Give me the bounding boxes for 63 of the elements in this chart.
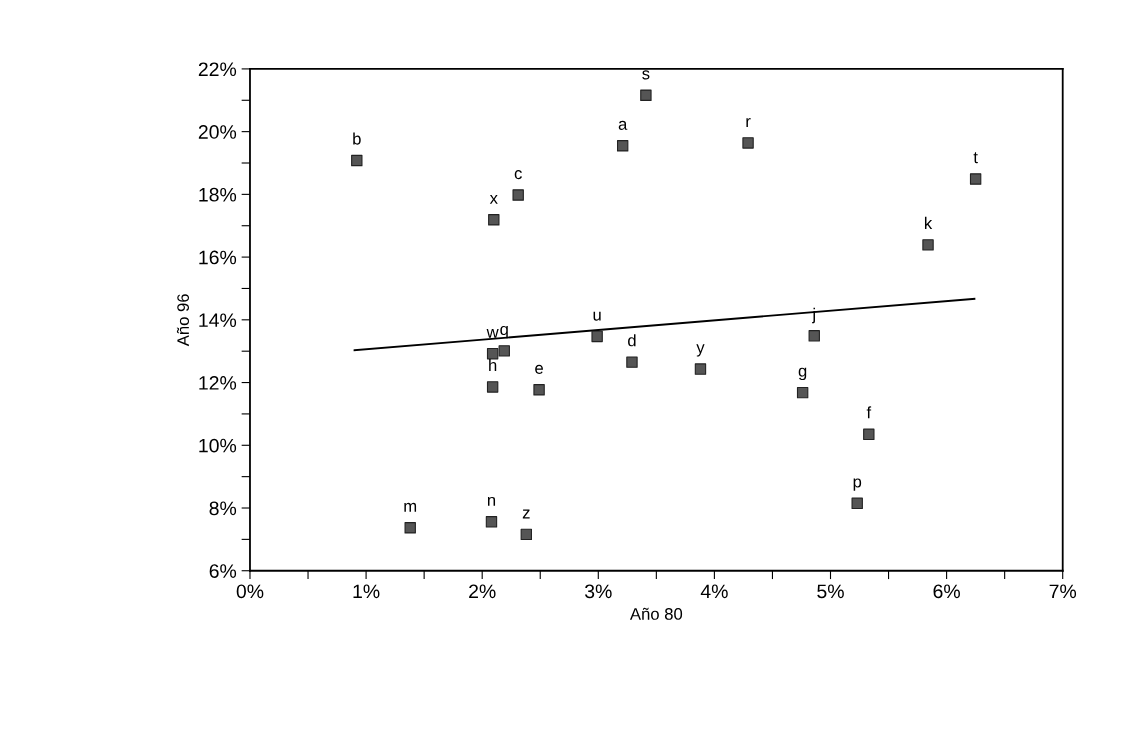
annotation: e — [535, 364, 543, 374]
y-tick-label: 20% — [198, 125, 237, 139]
point — [498, 345, 510, 357]
annotation: y — [696, 344, 705, 357]
point — [694, 363, 707, 375]
point — [626, 356, 638, 368]
annotation: c — [514, 170, 522, 180]
annotation: f — [866, 406, 872, 419]
annotation: p — [853, 478, 862, 491]
annotation: w — [486, 328, 499, 338]
point — [863, 428, 875, 441]
annotation: u — [593, 311, 601, 321]
point — [488, 214, 500, 226]
point — [486, 347, 499, 360]
y-tick-label: 10% — [199, 438, 237, 453]
x-tick-label: 1% — [353, 584, 380, 599]
y-tick-label: 8% — [209, 501, 237, 516]
x-tick-label: 6% — [933, 584, 960, 599]
y-axis-title: Año 96 — [176, 294, 190, 347]
x-tick-label: 2% — [469, 584, 496, 599]
y-tick-label: 12% — [199, 376, 237, 390]
annotation: r — [746, 118, 751, 127]
x-axis-title: Año 80 — [629, 607, 683, 620]
x-tick-label: 4% — [700, 584, 728, 599]
point — [404, 522, 416, 534]
annotation: n — [487, 496, 496, 506]
annotation: s — [642, 70, 650, 80]
point — [742, 137, 754, 149]
point — [485, 516, 498, 528]
point — [808, 330, 820, 342]
point — [486, 381, 499, 393]
x-tick-label: 5% — [817, 584, 844, 599]
point — [616, 140, 629, 152]
point — [922, 239, 934, 251]
y-tick-label: 14% — [199, 313, 237, 327]
y-tick-label: 22% — [198, 62, 237, 77]
annotation: t — [973, 152, 978, 164]
annotation: a — [618, 120, 628, 130]
annotation: k — [924, 216, 933, 229]
x-tick-label: 0% — [236, 584, 264, 599]
annotation: j — [811, 307, 815, 324]
point — [969, 173, 982, 185]
point — [520, 528, 533, 541]
point — [533, 384, 545, 396]
annotation: x — [489, 195, 498, 204]
annotation: q — [500, 325, 508, 339]
y-tick-label: 18% — [199, 187, 237, 202]
x-tick-label: 3% — [584, 584, 612, 599]
point — [851, 497, 863, 510]
x-tick-label: 7% — [1049, 584, 1077, 599]
point — [512, 189, 524, 201]
annotation: h — [489, 358, 497, 371]
annotation: b — [353, 132, 361, 145]
point — [591, 330, 603, 343]
y-tick-label: 6% — [209, 564, 237, 578]
point — [796, 386, 809, 399]
y-tick-label: 16% — [199, 250, 237, 265]
annotation: g — [798, 367, 807, 381]
point — [351, 154, 363, 167]
annotation: d — [628, 334, 636, 347]
annotation: z — [522, 509, 530, 519]
point — [640, 89, 652, 101]
annotation: m — [404, 502, 417, 512]
